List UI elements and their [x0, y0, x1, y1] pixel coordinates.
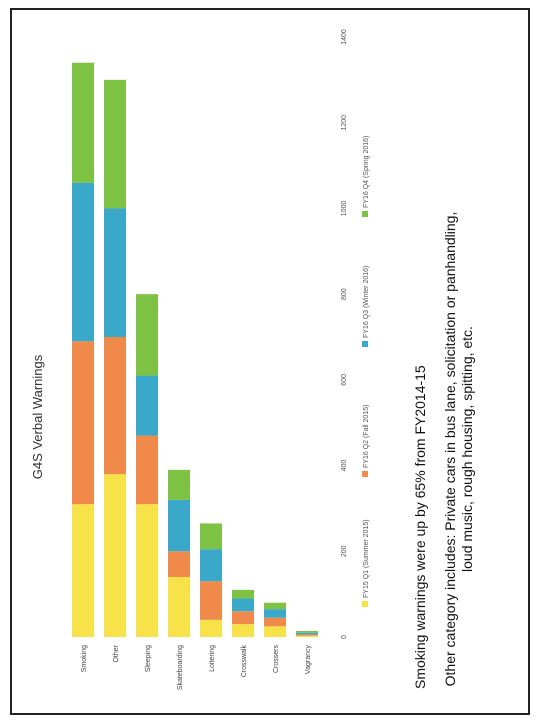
bar-segment — [264, 626, 286, 637]
x-tick-label: 600 — [341, 374, 348, 386]
x-tick-label: 1200 — [341, 115, 348, 131]
bar-segment — [168, 577, 190, 637]
bar-segment — [104, 208, 126, 337]
page-frame: G4S Verbal Warnings Smoking Other Sleeping… — [10, 8, 530, 715]
bar-segment — [136, 375, 158, 436]
bar-segment — [296, 631, 318, 633]
stacked-bar-chart: Smoking Other Sleeping Skateboarding Loiteri… — [72, 29, 370, 690]
legend-label: FY15 Q1 (Summer 2015) — [363, 519, 370, 598]
x-tick-label: 800 — [341, 288, 348, 300]
legend-swatch — [362, 601, 368, 607]
bar-segment — [136, 294, 158, 376]
legend-swatch — [362, 471, 368, 477]
category-label: Loitering — [209, 645, 216, 672]
bar-segment — [72, 341, 94, 505]
bar-segment — [232, 598, 254, 612]
x-tick-label: 1400 — [341, 29, 348, 45]
legend-label: FY16 Q2 (Fall 2015) — [363, 405, 370, 468]
x-tick-label: 0 — [341, 635, 348, 639]
legend-label: FY16 Q4 (Spring 2016) — [363, 136, 370, 208]
category-label: Crosswalk — [241, 645, 248, 678]
bar-segment — [168, 551, 190, 577]
x-tick-label: 1000 — [341, 201, 348, 217]
legend-label: FY16 Q3 (Winter 2016) — [363, 266, 370, 338]
category-label: Smoking — [81, 645, 88, 672]
bar-segment — [200, 581, 222, 620]
bar-segment — [104, 474, 126, 637]
bar-segment — [200, 619, 222, 637]
x-tick-label: 200 — [341, 545, 348, 557]
bar-segment — [168, 499, 190, 552]
bar-segment — [104, 337, 126, 475]
bar-segment — [264, 602, 286, 610]
bar-segment — [232, 611, 254, 625]
category-label: Sleeping — [145, 645, 152, 672]
bar-segment — [72, 504, 94, 637]
x-tick-label: 400 — [341, 460, 348, 472]
bar-segment — [296, 632, 318, 635]
note-other-category: Other category includes: Private cars in… — [442, 211, 475, 687]
bar-segment — [232, 589, 254, 599]
bar-segment — [200, 523, 222, 550]
bar-segment — [72, 182, 94, 342]
bar-segment — [232, 624, 254, 637]
bar-segment — [296, 634, 318, 636]
legend-swatch — [362, 211, 368, 217]
category-label: Crossers — [273, 645, 280, 674]
category-label: Vagrancy — [305, 645, 312, 675]
bar-segment — [72, 62, 94, 183]
rotated-slide: G4S Verbal Warnings Smoking Other Sleeping… — [12, 17, 532, 717]
bar-segment — [168, 469, 190, 500]
bar-segment — [264, 617, 286, 627]
bar-segment — [200, 549, 222, 582]
bar-segment — [264, 609, 286, 618]
category-label: Skateboarding — [177, 645, 184, 690]
note-smoking: Smoking warnings were up by 65% from FY2… — [412, 365, 428, 689]
bar-segment — [296, 635, 318, 637]
legend-swatch — [362, 341, 368, 347]
bar-segment — [136, 504, 158, 637]
bar-segment — [136, 435, 158, 505]
category-label: Other — [113, 644, 120, 662]
bar-segment — [104, 79, 126, 209]
